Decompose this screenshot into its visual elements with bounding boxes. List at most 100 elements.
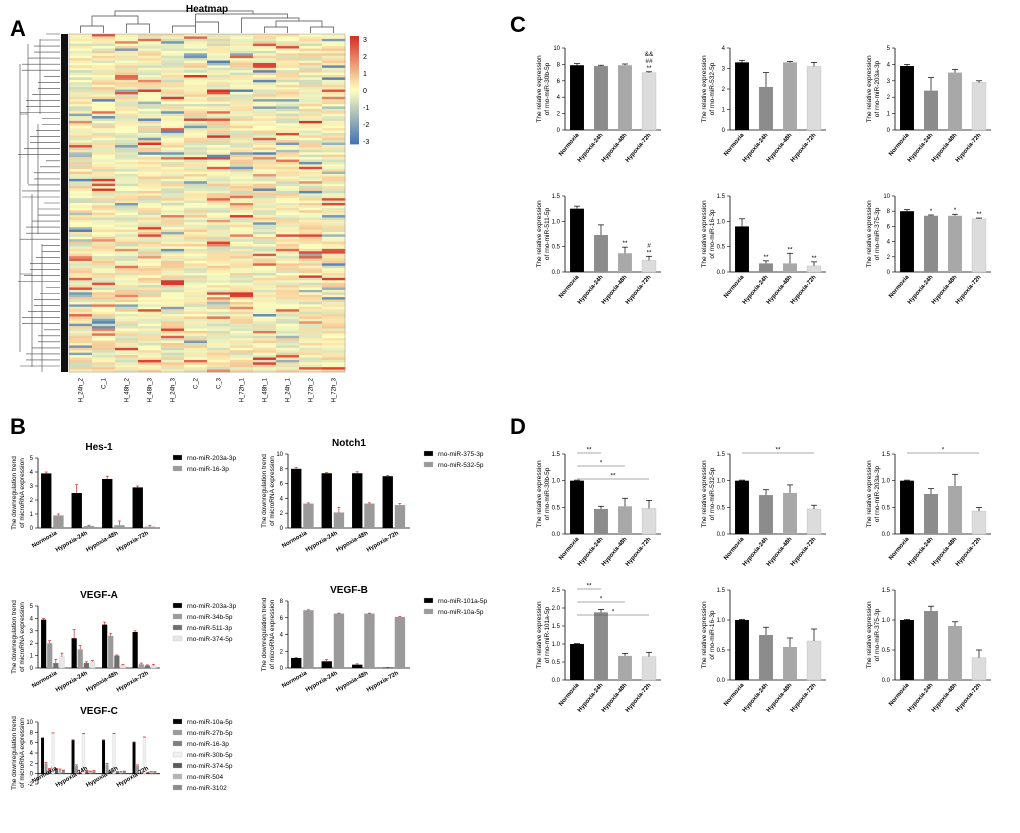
heatmap-cell (161, 77, 185, 81)
heatmap-cell (184, 94, 208, 98)
heatmap-cell (322, 58, 346, 61)
heatmap-cell (184, 198, 208, 201)
heatmap-cell (115, 171, 139, 175)
heatmap-cell (276, 183, 300, 187)
heatmap-cell (230, 229, 254, 233)
heatmap-cell (69, 258, 93, 262)
heatmap-cell (115, 166, 139, 170)
heatmap-cell (230, 321, 254, 325)
heatmap-cell (299, 87, 323, 90)
heatmap-cell (253, 330, 277, 334)
legend-swatch (172, 613, 183, 620)
significance-mark: # (647, 242, 651, 249)
heatmap-cell (230, 314, 254, 317)
heatmap-cell (161, 350, 185, 354)
heatmap-cell (161, 34, 185, 37)
heatmap-cell (69, 268, 93, 271)
heatmap-cell (138, 200, 162, 204)
heatmap-cell (161, 343, 185, 346)
heatmap-cell (322, 357, 346, 361)
bar-rno-miR-10a-5p (102, 740, 106, 774)
heatmap-cell (184, 231, 208, 235)
heatmap-cell (138, 82, 162, 86)
heatmap-cell (161, 265, 185, 269)
heatmap-cell (207, 195, 231, 199)
heatmap-cell (138, 326, 162, 329)
significance-mark: ** (586, 447, 592, 454)
heatmap-cell (92, 340, 116, 344)
y-tick-label: 2.0 (552, 606, 561, 612)
legend-swatch (172, 635, 183, 642)
heatmap-cell (276, 99, 300, 102)
heatmap-cell (92, 355, 116, 358)
heatmap-cell (184, 125, 208, 129)
y-tick-label: -2 (28, 782, 34, 788)
heatmap-cell (92, 174, 116, 177)
heatmap-cell (276, 333, 300, 337)
colorbar-segment (350, 70, 359, 73)
heatmap-cell (138, 314, 162, 317)
y-tick-label: 3 (30, 484, 34, 490)
heatmap-cell (299, 318, 323, 322)
heatmap-cell (161, 229, 185, 233)
heatmap-cell (184, 268, 208, 271)
heatmap-cell (138, 309, 162, 313)
heatmap-cell (161, 176, 185, 180)
heatmap-cell (115, 176, 139, 180)
heatmap-cell (207, 145, 231, 148)
heatmap-cell (138, 338, 162, 342)
heatmap-cell (92, 282, 116, 286)
heatmap-cell (92, 323, 116, 327)
heatmap-cell (299, 357, 323, 361)
heatmap-cell (161, 215, 185, 218)
heatmap-cell (92, 265, 116, 269)
bar-rno-miR-203a-3p (71, 493, 82, 528)
heatmap-cell (161, 260, 185, 264)
heatmap-cell (115, 318, 139, 322)
heatmap-cell (299, 190, 323, 194)
heatmap-cell (253, 116, 277, 119)
heatmap-cell (69, 89, 93, 93)
y-tick-label: 1.5 (552, 194, 561, 200)
heatmap-cell (184, 140, 208, 144)
heatmap-cell (138, 164, 162, 168)
heatmap-cell (92, 186, 116, 189)
x-tick-label: Hypoxia-72h (366, 530, 400, 553)
chart-title: Notch1 (332, 438, 366, 449)
heatmap-cell (299, 125, 323, 129)
heatmap-cell (253, 159, 277, 163)
heatmap-cell (184, 212, 208, 216)
heatmap-cell (69, 36, 93, 40)
heatmap-cell (276, 215, 300, 218)
heatmap-cell (322, 140, 346, 144)
heatmap-cell (161, 217, 185, 221)
heatmap-cell (92, 280, 116, 284)
heatmap-cell (299, 222, 323, 226)
heatmap-cell (322, 113, 346, 117)
heatmap-cell (161, 104, 185, 107)
heatmap-cell (184, 227, 208, 230)
colorbar-segment (350, 140, 359, 143)
bar-hypoxia-48h (618, 65, 632, 130)
heatmap-cell (138, 91, 162, 95)
heatmap-cell (161, 241, 185, 245)
heatmap-cell (207, 58, 231, 61)
heatmap-cell (207, 263, 231, 267)
heatmap-cell (184, 58, 208, 61)
heatmap-cell (207, 343, 231, 346)
heatmap-cell (184, 316, 208, 320)
heatmap-cell (138, 46, 162, 49)
heatmap-cell (253, 34, 277, 37)
heatmap-cell (276, 280, 300, 284)
heatmap-cell (230, 268, 254, 271)
heatmap-cell (230, 222, 254, 226)
heatmap-cell (253, 241, 277, 245)
heatmap-cell (230, 260, 254, 264)
bar-rno-miR-101a-5p (352, 664, 363, 668)
heatmap-cell (184, 260, 208, 264)
heatmap-cell (276, 289, 300, 293)
heatmap-column-label: C_2 (194, 377, 200, 389)
bar-rno-miR-203a-3p (41, 619, 47, 668)
heatmap-cell (161, 280, 185, 284)
colorbar-segment (350, 100, 359, 103)
